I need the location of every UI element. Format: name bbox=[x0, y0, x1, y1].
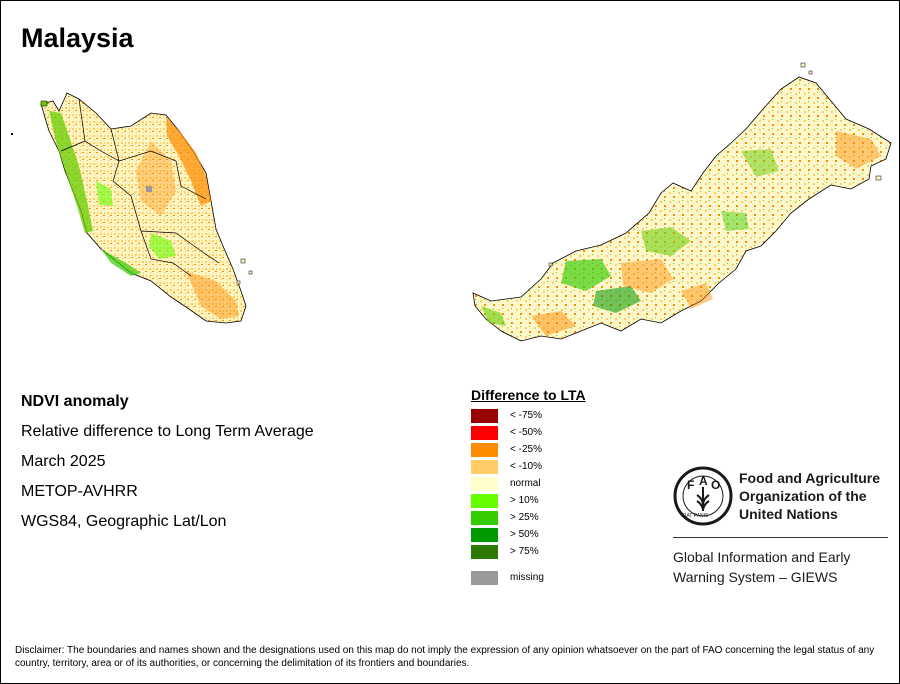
legend-item: < -50% bbox=[471, 424, 586, 441]
legend-label: > 25% bbox=[510, 512, 539, 523]
svg-text:A: A bbox=[699, 474, 708, 488]
legend-swatch bbox=[471, 493, 498, 508]
legend-item: > 25% bbox=[471, 509, 586, 526]
legend-swatch bbox=[471, 442, 498, 457]
legend-item: < -25% bbox=[471, 441, 586, 458]
legend: Difference to LTA < -75% < -50% < -25% < -1… bbox=[471, 387, 586, 586]
legend-label: normal bbox=[510, 478, 541, 489]
legend-title: Difference to LTA bbox=[471, 387, 586, 403]
legend-swatch bbox=[471, 459, 498, 474]
fao-emblem-icon: F A O FIAT PANIS bbox=[673, 466, 733, 526]
svg-text:F: F bbox=[687, 478, 694, 492]
fao-name-line3: United Nations bbox=[739, 506, 838, 522]
legend-item-missing: missing bbox=[471, 569, 586, 586]
legend-swatch bbox=[471, 527, 498, 542]
info-sensor: METOP-AVHRR bbox=[21, 483, 138, 500]
legend-swatch bbox=[471, 476, 498, 491]
legend-swatch bbox=[471, 408, 498, 423]
legend-item: > 75% bbox=[471, 543, 586, 560]
fao-name-line2: Organization of the bbox=[739, 488, 867, 504]
legend-label: > 75% bbox=[510, 546, 539, 557]
legend-item: normal bbox=[471, 475, 586, 492]
info-date: March 2025 bbox=[21, 453, 106, 470]
fao-name-line1: Food and Agriculture bbox=[739, 470, 881, 486]
legend-label: < -50% bbox=[510, 427, 542, 438]
disclaimer: Disclaimer: The boundaries and names sho… bbox=[15, 645, 875, 669]
info-description: Relative difference to Long Term Average bbox=[21, 423, 314, 440]
legend-swatch bbox=[471, 510, 498, 525]
giews-line1: Global Information and Early bbox=[673, 549, 851, 565]
divider bbox=[673, 537, 888, 538]
legend-swatch bbox=[471, 544, 498, 559]
fao-organization-name: Food and Agriculture Organization of the… bbox=[739, 469, 899, 523]
legend-label: < -75% bbox=[510, 410, 542, 421]
legend-items: < -75% < -50% < -25% < -10% normal > 10% > 25%… bbox=[471, 407, 586, 560]
east-malaysia bbox=[472, 62, 892, 342]
svg-text:FIAT PANIS: FIAT PANIS bbox=[682, 513, 709, 519]
svg-text:O: O bbox=[711, 478, 720, 492]
map-title: Malaysia bbox=[21, 23, 134, 53]
legend-label: < -25% bbox=[510, 444, 542, 455]
legend-item: > 10% bbox=[471, 492, 586, 509]
legend-label: > 50% bbox=[510, 529, 539, 540]
giews-name: Global Information and Early Warning Sys… bbox=[673, 547, 899, 587]
legend-label: < -10% bbox=[510, 461, 542, 472]
legend-label: > 10% bbox=[510, 495, 539, 506]
legend-item: < -75% bbox=[471, 407, 586, 424]
giews-line2: Warning System – GIEWS bbox=[673, 569, 838, 585]
legend-item: < -10% bbox=[471, 458, 586, 475]
legend-swatch bbox=[471, 570, 498, 585]
peninsular-malaysia bbox=[11, 92, 253, 324]
ndvi-anomaly-map bbox=[11, 62, 892, 342]
legend-label: missing bbox=[510, 572, 544, 583]
map-info: NDVI anomaly Relative difference to Long… bbox=[21, 392, 314, 542]
info-product: NDVI anomaly bbox=[21, 393, 129, 410]
info-projection: WGS84, Geographic Lat/Lon bbox=[21, 513, 227, 530]
legend-item: > 50% bbox=[471, 526, 586, 543]
legend-swatch bbox=[471, 425, 498, 440]
